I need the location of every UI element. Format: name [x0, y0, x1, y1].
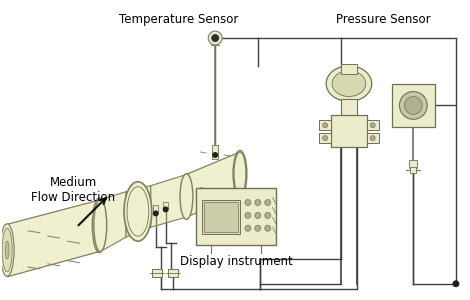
- Circle shape: [265, 212, 271, 218]
- Ellipse shape: [5, 241, 9, 259]
- Circle shape: [255, 212, 261, 218]
- Bar: [202, 200, 240, 234]
- Circle shape: [323, 123, 328, 128]
- Circle shape: [370, 136, 375, 141]
- Bar: [341, 100, 357, 117]
- Circle shape: [323, 136, 328, 141]
- Text: Pressure Sensor: Pressure Sensor: [337, 13, 431, 26]
- Circle shape: [265, 200, 271, 206]
- Ellipse shape: [124, 182, 152, 241]
- Ellipse shape: [234, 152, 246, 196]
- Text: Medium
Flow Direction: Medium Flow Direction: [31, 176, 116, 204]
- Ellipse shape: [0, 224, 14, 276]
- Text: Temperature Sensor: Temperature Sensor: [119, 13, 238, 26]
- Bar: [367, 133, 379, 143]
- Circle shape: [212, 152, 218, 158]
- Circle shape: [255, 225, 261, 231]
- Circle shape: [255, 200, 261, 206]
- Circle shape: [245, 225, 251, 231]
- Bar: [196, 188, 275, 245]
- Circle shape: [208, 31, 222, 45]
- Bar: [212, 145, 218, 159]
- Polygon shape: [186, 152, 240, 218]
- Bar: [204, 202, 238, 232]
- Circle shape: [153, 210, 159, 216]
- Circle shape: [370, 123, 375, 128]
- Ellipse shape: [94, 199, 107, 252]
- Polygon shape: [126, 186, 151, 237]
- Circle shape: [245, 212, 251, 218]
- Polygon shape: [101, 192, 126, 251]
- Bar: [153, 206, 158, 213]
- Polygon shape: [151, 175, 186, 227]
- Bar: [152, 269, 162, 277]
- Ellipse shape: [233, 151, 247, 197]
- Bar: [341, 64, 357, 74]
- Bar: [319, 133, 331, 143]
- Circle shape: [265, 225, 271, 231]
- Ellipse shape: [180, 174, 193, 219]
- Bar: [331, 115, 367, 147]
- Ellipse shape: [2, 228, 12, 272]
- Bar: [392, 84, 435, 127]
- Circle shape: [453, 280, 459, 287]
- Circle shape: [245, 200, 251, 206]
- Bar: [410, 167, 416, 173]
- Ellipse shape: [92, 198, 106, 253]
- Ellipse shape: [326, 66, 372, 101]
- Circle shape: [211, 34, 219, 42]
- Text: Display instrument: Display instrument: [180, 255, 292, 268]
- Circle shape: [163, 206, 169, 212]
- Circle shape: [400, 92, 427, 119]
- Bar: [168, 269, 178, 277]
- Bar: [367, 120, 379, 130]
- Bar: [163, 202, 168, 209]
- Polygon shape: [7, 200, 101, 277]
- Ellipse shape: [127, 187, 149, 236]
- Bar: [319, 120, 331, 130]
- Bar: [409, 160, 417, 168]
- Ellipse shape: [332, 71, 366, 97]
- Circle shape: [404, 97, 422, 114]
